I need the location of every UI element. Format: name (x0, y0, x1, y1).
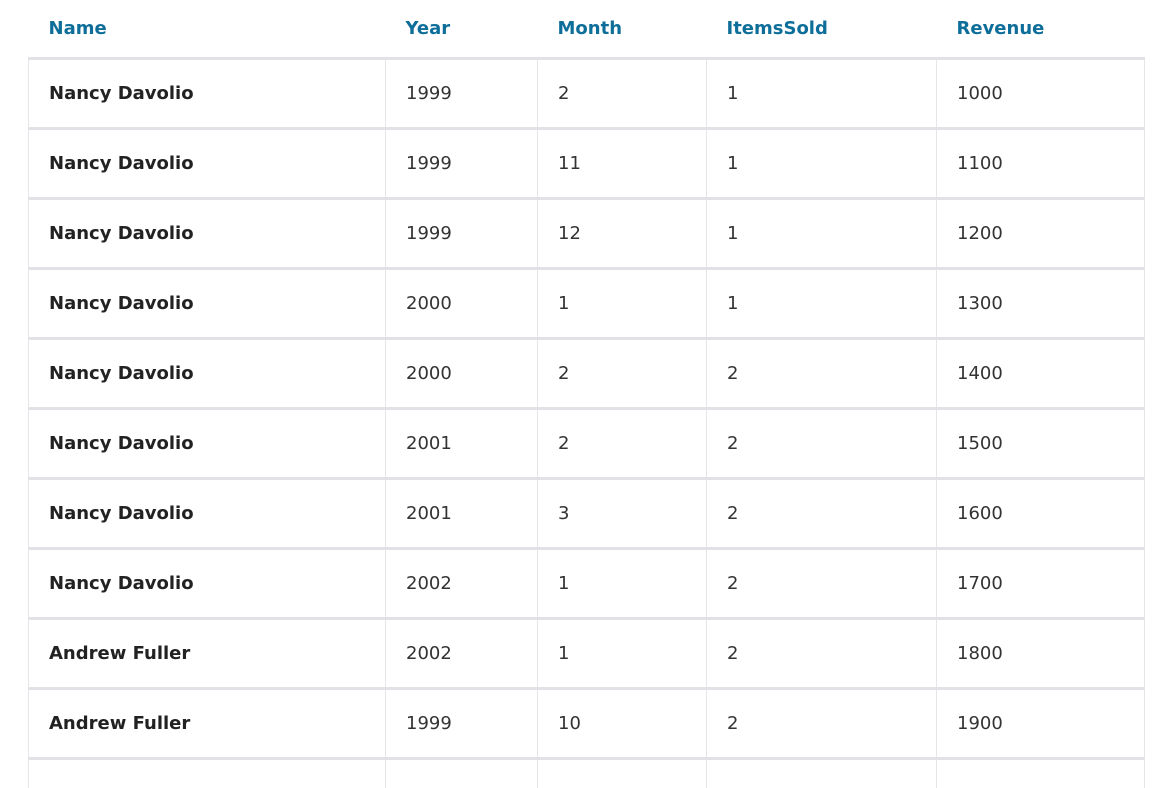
cell-year: 1999 (385, 128, 538, 200)
header-row: Name Year Month ItemsSold Revenue (28, 0, 1145, 60)
column-header-month[interactable]: Month (537, 0, 707, 60)
cell-year: 2002 (385, 618, 538, 690)
table-row[interactable]: Nancy Davolio 2001 2 2 1500 (28, 408, 1145, 480)
cell-items-sold: 1 (706, 58, 937, 130)
cell-revenue: 1800 (936, 618, 1145, 690)
cell-items-sold: 1 (706, 128, 937, 200)
cell-name: Nancy Davolio (28, 408, 386, 480)
cell-month: 2 (537, 338, 707, 410)
cell-month: 1 (537, 618, 707, 690)
cell-month: 2 (537, 58, 707, 130)
grid-header: Name Year Month ItemsSold Revenue (28, 0, 1145, 60)
cell-revenue: 1500 (936, 408, 1145, 480)
cell-year: 1999 (385, 688, 538, 760)
cell-revenue: 1000 (936, 58, 1145, 130)
cell-items-sold: 2 (706, 478, 937, 550)
table-row-partial (28, 758, 1145, 788)
cell-empty (936, 758, 1145, 788)
column-header-year[interactable]: Year (385, 0, 538, 60)
cell-name: Nancy Davolio (28, 198, 386, 270)
cell-revenue: 1700 (936, 548, 1145, 620)
cell-revenue: 1900 (936, 688, 1145, 760)
cell-items-sold: 2 (706, 618, 937, 690)
cell-revenue: 1100 (936, 128, 1145, 200)
cell-month: 2 (537, 408, 707, 480)
cell-items-sold: 2 (706, 408, 937, 480)
cell-year: 2001 (385, 408, 538, 480)
data-grid: Name Year Month ItemsSold Revenue Nancy … (28, 0, 1145, 788)
cell-name: Nancy Davolio (28, 338, 386, 410)
cell-year: 1999 (385, 198, 538, 270)
table-row[interactable]: Nancy Davolio 1999 2 1 1000 (28, 58, 1145, 130)
cell-items-sold: 1 (706, 198, 937, 270)
column-header-itemssold[interactable]: ItemsSold (706, 0, 937, 60)
cell-empty (28, 758, 386, 788)
table-row[interactable]: Nancy Davolio 2002 1 2 1700 (28, 548, 1145, 620)
grid-body: Nancy Davolio 1999 2 1 1000 Nancy Davoli… (28, 58, 1145, 788)
cell-month: 12 (537, 198, 707, 270)
cell-month: 1 (537, 548, 707, 620)
grid-table: Name Year Month ItemsSold Revenue Nancy … (28, 0, 1145, 788)
table-row[interactable]: Nancy Davolio 2001 3 2 1600 (28, 478, 1145, 550)
cell-items-sold: 2 (706, 338, 937, 410)
cell-name: Nancy Davolio (28, 128, 386, 200)
cell-revenue: 1400 (936, 338, 1145, 410)
cell-year: 2002 (385, 548, 538, 620)
cell-name: Nancy Davolio (28, 548, 386, 620)
table-row[interactable]: Nancy Davolio 2000 1 1 1300 (28, 268, 1145, 340)
cell-empty (385, 758, 538, 788)
cell-name: Nancy Davolio (28, 268, 386, 340)
table-row[interactable]: Nancy Davolio 1999 12 1 1200 (28, 198, 1145, 270)
cell-month: 3 (537, 478, 707, 550)
cell-revenue: 1600 (936, 478, 1145, 550)
cell-name: Andrew Fuller (28, 618, 386, 690)
cell-name: Nancy Davolio (28, 58, 386, 130)
cell-year: 2000 (385, 268, 538, 340)
cell-empty (706, 758, 937, 788)
column-header-name[interactable]: Name (28, 0, 386, 60)
cell-year: 1999 (385, 58, 538, 130)
cell-revenue: 1300 (936, 268, 1145, 340)
cell-revenue: 1200 (936, 198, 1145, 270)
cell-month: 1 (537, 268, 707, 340)
cell-items-sold: 2 (706, 688, 937, 760)
cell-year: 2000 (385, 338, 538, 410)
table-row[interactable]: Andrew Fuller 2002 1 2 1800 (28, 618, 1145, 690)
cell-items-sold: 2 (706, 548, 937, 620)
cell-month: 11 (537, 128, 707, 200)
cell-items-sold: 1 (706, 268, 937, 340)
cell-empty (537, 758, 707, 788)
table-row[interactable]: Nancy Davolio 2000 2 2 1400 (28, 338, 1145, 410)
table-row[interactable]: Andrew Fuller 1999 10 2 1900 (28, 688, 1145, 760)
cell-name: Andrew Fuller (28, 688, 386, 760)
column-header-revenue[interactable]: Revenue (936, 0, 1145, 60)
cell-month: 10 (537, 688, 707, 760)
cell-year: 2001 (385, 478, 538, 550)
table-row[interactable]: Nancy Davolio 1999 11 1 1100 (28, 128, 1145, 200)
cell-name: Nancy Davolio (28, 478, 386, 550)
